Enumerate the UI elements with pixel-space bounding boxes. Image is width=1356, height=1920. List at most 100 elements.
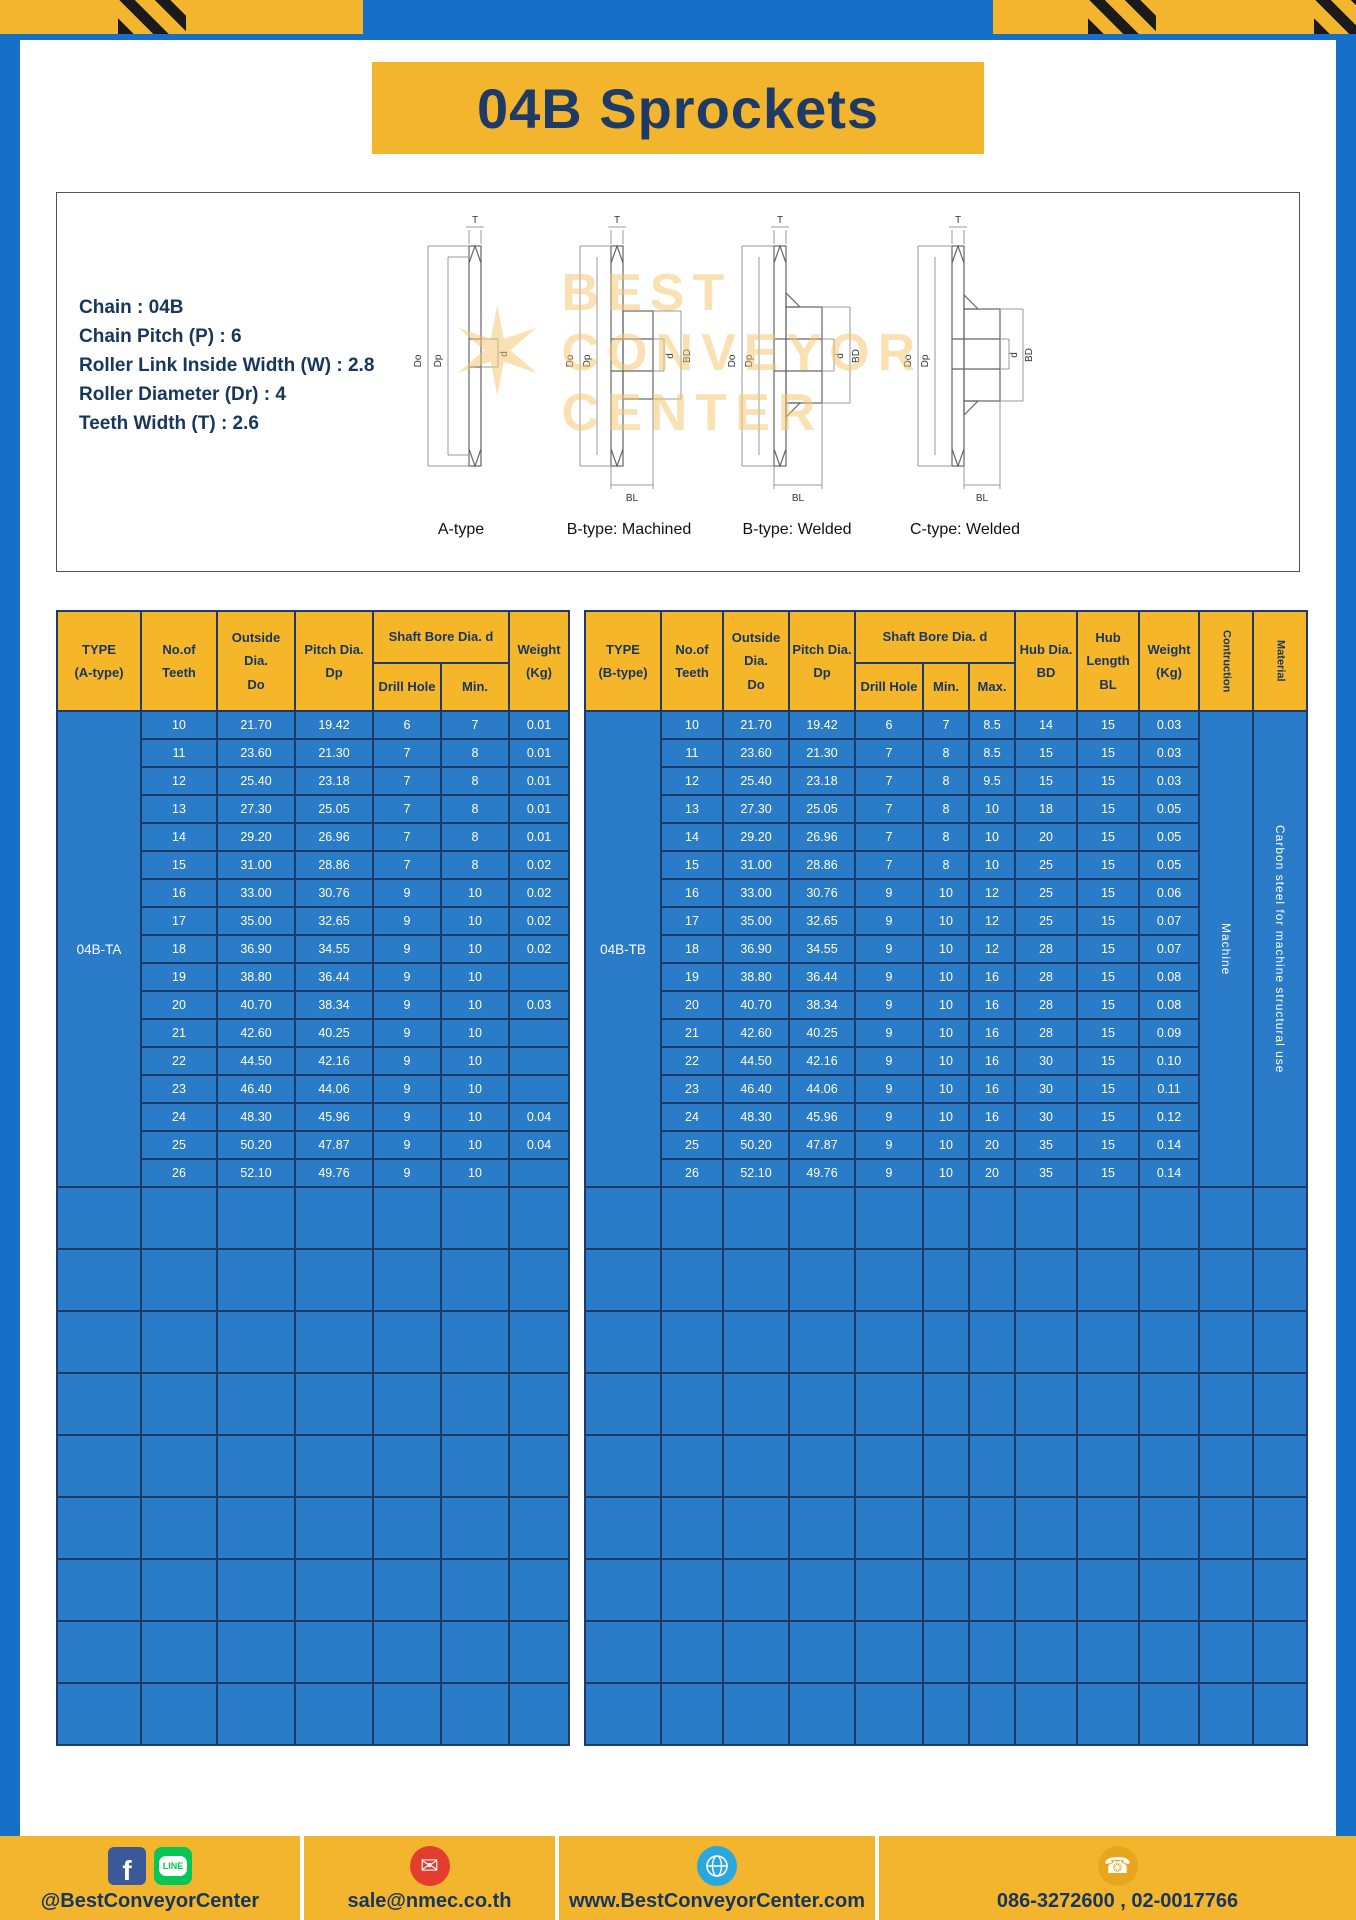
data-cell: 14: [1014, 710, 1079, 740]
table-a-row: 26 52.10 49.76 9 10: [57, 1158, 570, 1188]
data-cell: 7: [854, 850, 924, 880]
empty-cell: [584, 1620, 662, 1684]
data-cell: 52.10: [216, 1158, 296, 1188]
data-cell: 7: [854, 794, 924, 824]
empty-cell: [584, 1558, 662, 1622]
empty-cell: [1138, 1620, 1201, 1684]
data-cell: 9: [372, 1018, 442, 1048]
data-cell: 8: [440, 822, 510, 852]
data-cell: 0.06: [1138, 878, 1201, 908]
empty-cell: [722, 1682, 790, 1746]
svg-text:BD: BD: [682, 349, 693, 363]
data-cell: 10: [922, 934, 970, 964]
svg-text:Do: Do: [565, 354, 576, 367]
data-cell: 15: [1076, 1018, 1141, 1048]
data-cell: 12: [660, 766, 724, 796]
data-cell: 21: [660, 1018, 724, 1048]
data-cell: 15: [1076, 766, 1141, 796]
svg-text:d: d: [1009, 352, 1020, 358]
header-teeth: No.of Teeth: [660, 610, 724, 712]
data-cell: 10: [440, 990, 510, 1020]
data-cell: 15: [1076, 710, 1141, 740]
empty-cell: [722, 1186, 790, 1250]
data-cell: 16: [967, 990, 1017, 1020]
data-cell: 47.87: [294, 1130, 374, 1160]
data-cell: 9: [372, 934, 442, 964]
data-cell: 0.07: [1138, 934, 1201, 964]
data-cell: 16: [967, 1046, 1017, 1076]
empty-cell: [1076, 1558, 1141, 1622]
data-cell: 40.70: [216, 990, 296, 1020]
empty-cell: [584, 1682, 662, 1746]
empty-cell: [922, 1310, 970, 1374]
svg-text:BD: BD: [1024, 348, 1035, 362]
header-type: TYPE (A-type): [56, 610, 142, 712]
empty-cell: [1198, 1372, 1255, 1436]
empty-row: [584, 1372, 1309, 1436]
data-cell: 52.10: [722, 1158, 790, 1188]
empty-cell: [660, 1372, 724, 1436]
data-cell: 0.05: [1138, 850, 1201, 880]
data-cell: 9: [854, 1074, 924, 1104]
data-cell: 36.90: [216, 934, 296, 964]
data-cell: 15: [1076, 962, 1141, 992]
data-cell: 31.00: [722, 850, 790, 880]
data-cell: 7: [372, 794, 442, 824]
data-cell: 10: [967, 850, 1017, 880]
empty-cell: [440, 1620, 510, 1684]
empty-row: [56, 1558, 570, 1622]
empty-cell: [372, 1434, 442, 1498]
empty-cell: [216, 1310, 296, 1374]
data-cell: 30.76: [294, 878, 374, 908]
data-cell: 7: [372, 766, 442, 796]
empty-cell: [854, 1372, 924, 1436]
data-cell: 16: [967, 1074, 1017, 1104]
empty-cell: [508, 1248, 570, 1312]
svg-text:Do: Do: [413, 354, 424, 367]
empty-cell: [922, 1186, 970, 1250]
table-a-body: 04B-TA 10 21.70 19.42 6 7 0.01 11 23.60 21.30 7 8 0.…: [56, 710, 570, 1746]
data-cell: 28: [1014, 1018, 1079, 1048]
empty-cell: [216, 1496, 296, 1560]
empty-cell: [1198, 1434, 1255, 1498]
data-cell: 7: [922, 710, 970, 740]
empty-cell: [1138, 1186, 1201, 1250]
title-box: 04B Sprockets: [372, 62, 984, 154]
data-cell: 25.05: [294, 794, 374, 824]
empty-row: [584, 1248, 1309, 1312]
data-cell: 9: [372, 1046, 442, 1076]
empty-cell: [440, 1248, 510, 1312]
empty-cell: [922, 1372, 970, 1436]
empty-cell: [372, 1620, 442, 1684]
empty-cell: [508, 1186, 570, 1250]
data-cell: 0.08: [1138, 962, 1201, 992]
data-cell: 16: [967, 1018, 1017, 1048]
hazard-stripes: [1088, 0, 1156, 34]
empty-row: [56, 1310, 570, 1374]
empty-cell: [440, 1682, 510, 1746]
data-cell: 15: [1076, 794, 1141, 824]
empty-cell: [1252, 1310, 1309, 1374]
empty-cell: [660, 1434, 724, 1498]
footer-email-section: ✉ sale@nmec.co.th: [304, 1836, 555, 1920]
header-shaft-bore: Shaft Bore Dia. d: [853, 610, 1017, 664]
data-cell: 35: [1014, 1130, 1079, 1160]
empty-cell: [56, 1310, 142, 1374]
data-cell: [508, 1074, 570, 1104]
header-max: Max.: [967, 662, 1017, 712]
empty-cell: [216, 1372, 296, 1436]
sprocket-figures: T Do Dp: [377, 205, 1049, 539]
data-cell: 31.00: [216, 850, 296, 880]
data-cell: 7: [854, 822, 924, 852]
empty-row: [584, 1682, 1309, 1746]
construction-cell: Machine: [1198, 710, 1255, 1188]
svg-text:T: T: [472, 215, 478, 226]
svg-text:Do: Do: [727, 354, 738, 367]
empty-cell: [967, 1620, 1017, 1684]
data-cell: 0.04: [508, 1130, 570, 1160]
empty-cell: [967, 1434, 1017, 1498]
empty-cell: [294, 1310, 374, 1374]
data-cell: 9: [372, 906, 442, 936]
data-cell: 25: [1014, 878, 1079, 908]
header-outside-dia: Outside Dia. Do: [722, 610, 790, 712]
